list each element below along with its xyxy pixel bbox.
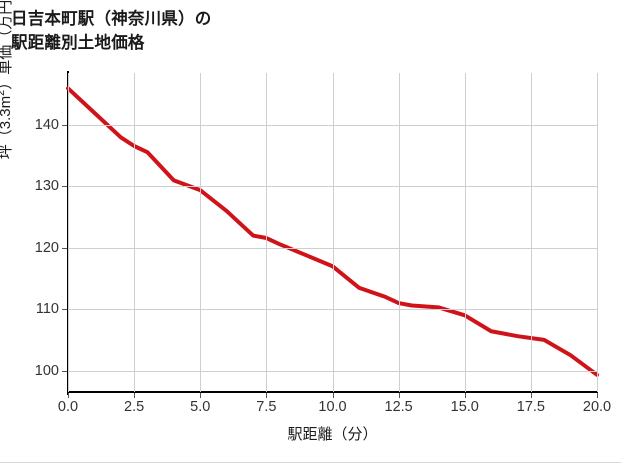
y-axis-title-unit: m (0, 96, 14, 109)
x-gridline (200, 73, 202, 392)
x-axis-tick-label: 5.0 (190, 399, 211, 415)
chart-title-line-2: 駅距離別土地価格 (11, 33, 145, 52)
y-axis-title: 坪（3.3m2）単価（万円） (0, 0, 15, 232)
x-axis-tick-label: 10.0 (318, 399, 347, 415)
x-axis-tick-mark (597, 393, 598, 398)
y-axis-tick-label: 140 (34, 117, 59, 134)
y-axis-title-prefix: 坪（3.3 (0, 108, 14, 160)
y-axis-tick-mark (62, 370, 67, 372)
x-axis-tick-mark (530, 393, 532, 398)
price-line-series (66, 86, 599, 377)
x-axis-tick-label: 20.0 (582, 399, 612, 415)
x-gridline (266, 73, 268, 392)
y-axis-tick-label: 120 (34, 239, 59, 256)
x-axis-tick-label: 0.0 (57, 399, 79, 415)
x-axis-title: 駅距離（分） (287, 426, 378, 443)
y-axis-tick-mark (62, 186, 67, 188)
footer-divider (0, 462, 621, 463)
x-gridline (332, 73, 334, 392)
x-axis-tick-label: 15.0 (450, 399, 479, 415)
x-gridline (398, 73, 400, 392)
x-gridline (68, 73, 69, 392)
x-axis-tick-mark (134, 393, 136, 398)
chart-title-line-1: 日吉本町駅（神奈川県）の (11, 10, 212, 28)
x-gridline (464, 73, 466, 392)
y-axis-title-superscript: 2 (0, 90, 7, 96)
x-axis-tick-mark (68, 393, 69, 398)
chart-title: 日吉本町駅（神奈川県）の 駅距離別土地価格 (11, 8, 441, 56)
x-gridline (134, 73, 136, 392)
x-axis-tick-label: 2.5 (124, 399, 145, 415)
y-axis-tick-mark (62, 309, 67, 311)
x-axis-tick-mark (266, 393, 268, 398)
x-axis-tick-label: 7.5 (256, 399, 277, 415)
x-axis-tick-mark (464, 393, 466, 398)
plot-area: 100 110 120 130 140 0.0 2.5 5.0 7.5 10.0 12.5 15.0 1… (35, 73, 611, 415)
y-axis-tick-label: 110 (35, 301, 59, 318)
x-axis-tick-label: 12.5 (384, 399, 413, 415)
y-axis-tick-mark (62, 247, 67, 249)
x-gridline (597, 73, 598, 392)
y-axis-tick-mark (62, 125, 67, 127)
x-axis-tick-label: 17.5 (516, 399, 545, 415)
x-axis-spine (67, 391, 598, 393)
x-axis-tick-mark (398, 393, 400, 398)
x-gridline (530, 73, 532, 392)
y-axis-tick-label: 100 (34, 362, 59, 379)
x-axis-tick-mark (200, 393, 202, 398)
x-axis-tick-mark (332, 393, 334, 398)
y-axis-title-suffix: ）単価（万円） (0, 0, 14, 90)
y-axis-tick-label: 130 (34, 178, 59, 195)
